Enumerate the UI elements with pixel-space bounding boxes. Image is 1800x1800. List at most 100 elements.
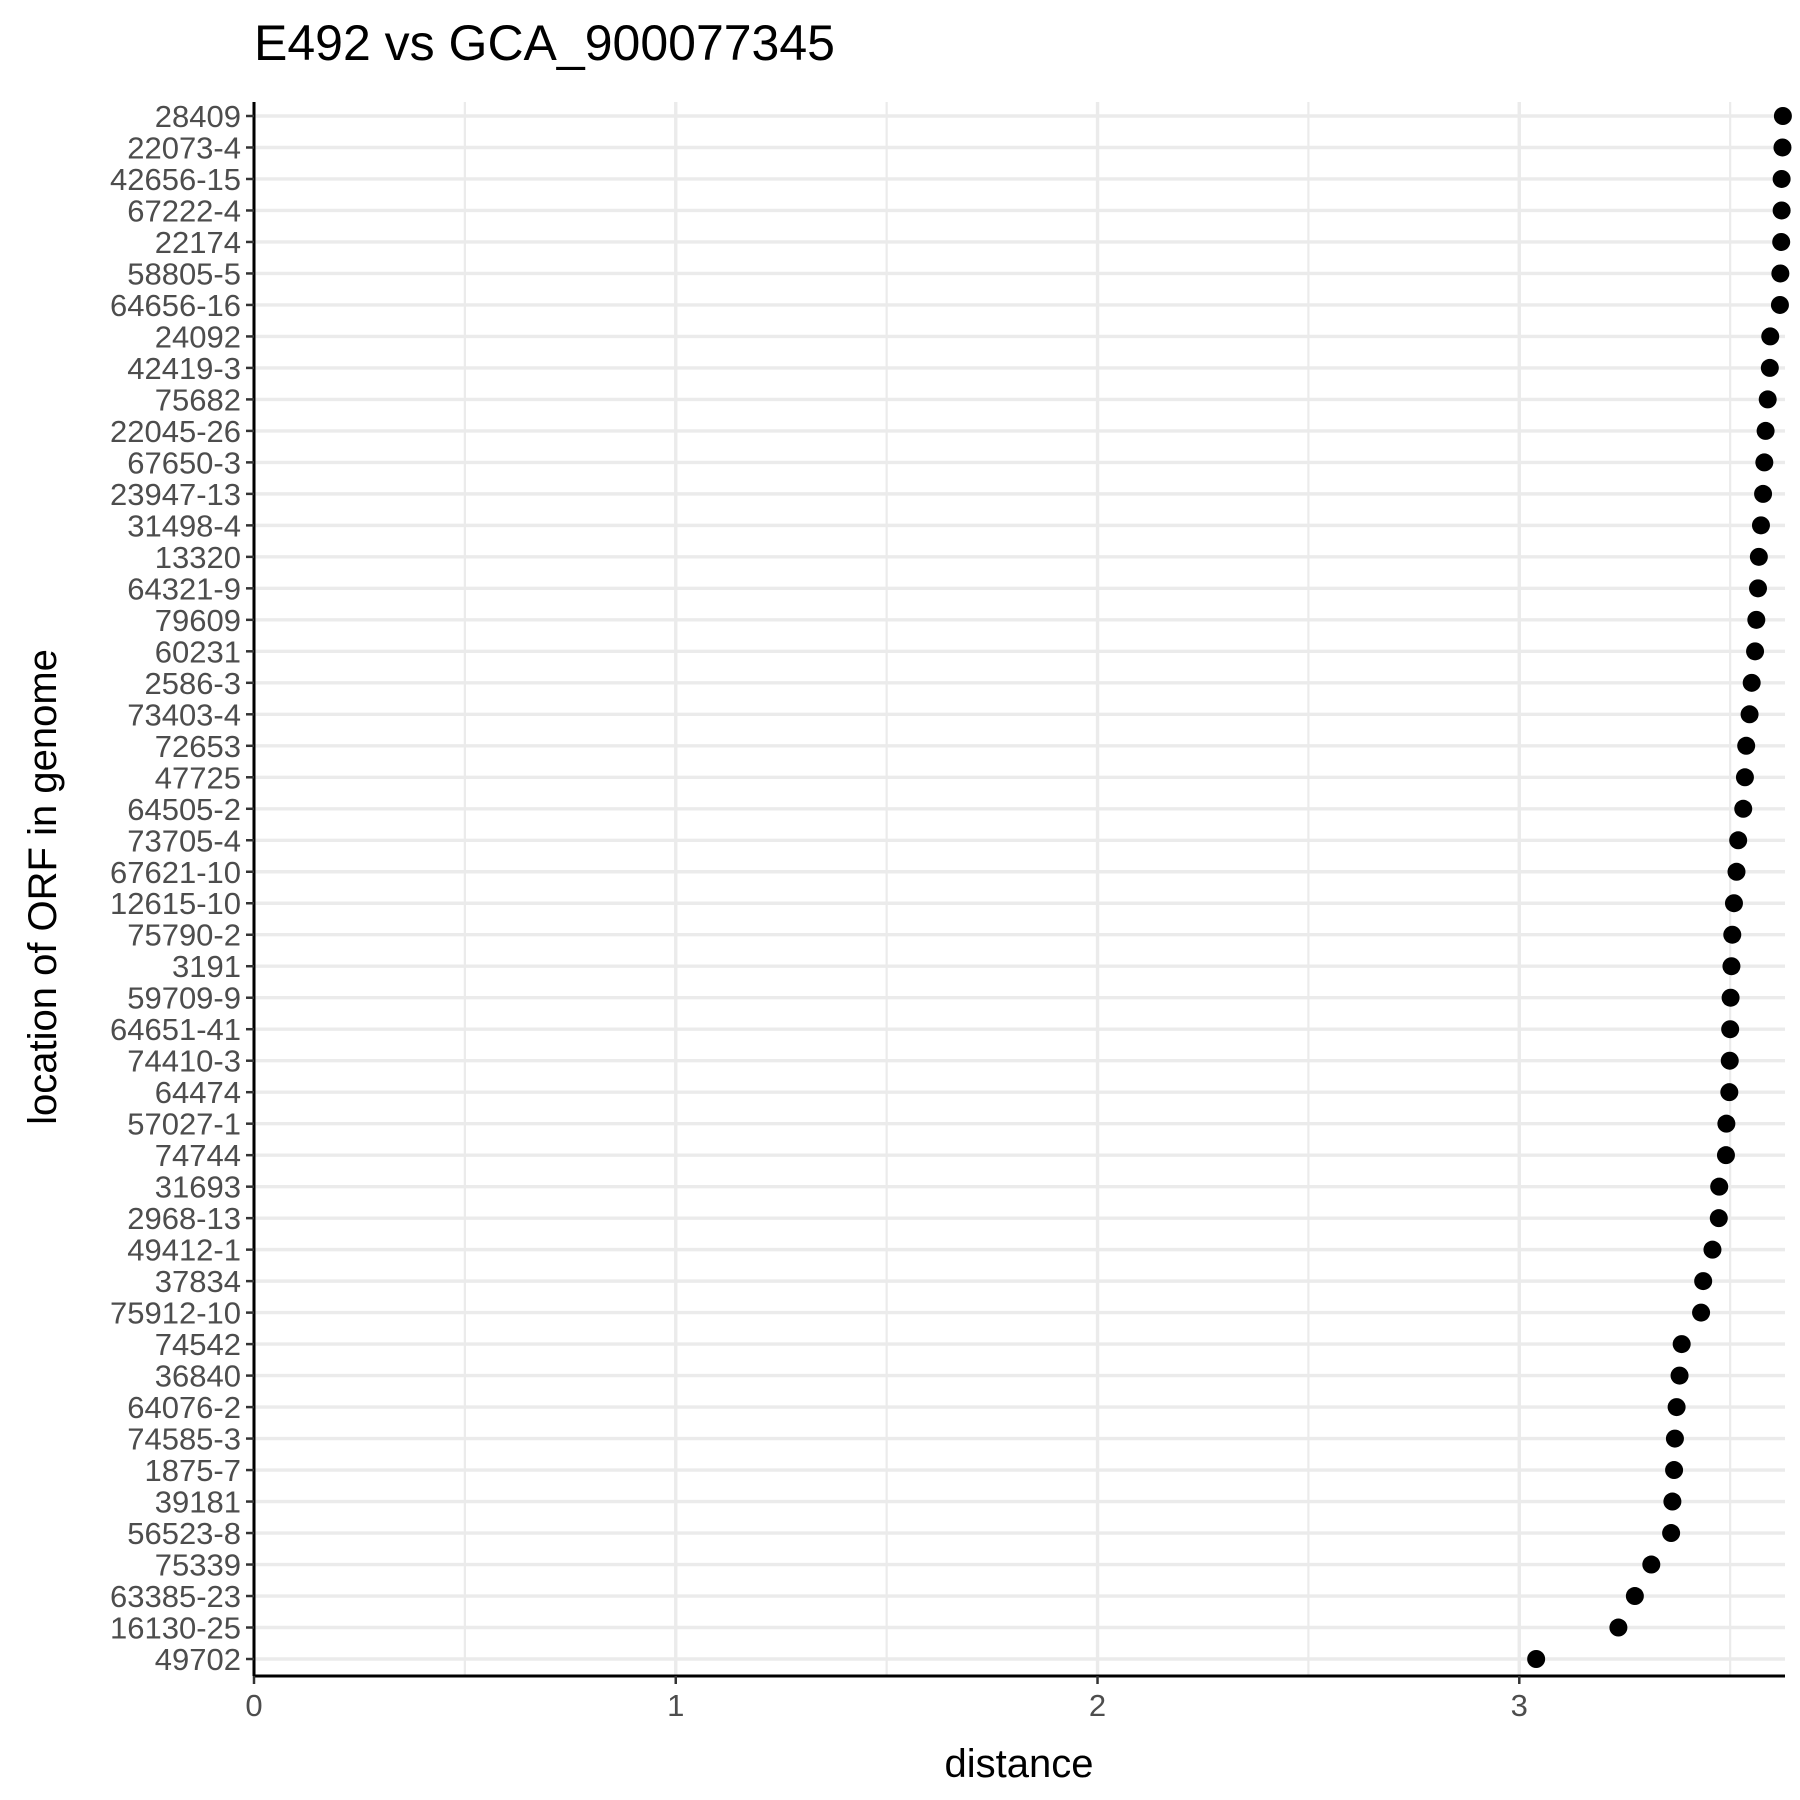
y-tick-label: 64656-16 [110, 288, 241, 323]
data-point [1720, 1051, 1739, 1070]
data-point [1723, 925, 1742, 944]
y-tick-label: 75682 [155, 382, 241, 417]
y-tick-label: 64651-41 [110, 1012, 241, 1047]
data-point [1756, 421, 1775, 440]
y-tick-label: 22073-4 [127, 130, 241, 165]
y-tick-label: 31693 [155, 1170, 241, 1205]
data-points [1527, 107, 1792, 1668]
y-tick-label: 56523-8 [127, 1516, 241, 1551]
y-tick-label: 47725 [155, 760, 241, 795]
data-point [1734, 799, 1753, 818]
data-point [1737, 736, 1756, 755]
data-point [1754, 484, 1773, 503]
y-tick-label: 37834 [155, 1264, 241, 1299]
data-point [1772, 201, 1791, 220]
data-point [1770, 295, 1789, 314]
y-tick-label: 24092 [155, 319, 241, 354]
y-tick-label: 12615-10 [110, 886, 241, 921]
data-point [1694, 1272, 1713, 1291]
data-point [1642, 1555, 1661, 1574]
data-point [1609, 1618, 1628, 1637]
y-tick-label: 58805-5 [127, 256, 241, 291]
y-tick-label: 64474 [155, 1075, 241, 1110]
data-point [1721, 988, 1740, 1007]
x-tick-label: 3 [1511, 1688, 1528, 1723]
data-point [1773, 138, 1792, 157]
y-tick-label: 64505-2 [127, 792, 241, 827]
y-tick-label: 79609 [155, 603, 241, 638]
data-point [1740, 705, 1759, 724]
data-point [1665, 1461, 1684, 1480]
y-tick-label: 73403-4 [127, 697, 241, 732]
data-point [1720, 1083, 1739, 1102]
y-tick-label: 60231 [155, 634, 241, 669]
y-tick-label: 42656-15 [110, 162, 241, 197]
y-axis: 2840922073-442656-1567222-42217458805-56… [110, 99, 256, 1677]
y-tick-label: 28409 [155, 99, 241, 134]
data-point [1724, 894, 1743, 913]
y-tick-label: 2968-13 [127, 1201, 241, 1236]
y-tick-label: 42419-3 [127, 351, 241, 386]
y-tick-label: 64321-9 [127, 571, 241, 606]
data-point [1772, 169, 1791, 188]
data-point [1761, 327, 1780, 346]
y-tick-label: 49702 [155, 1642, 241, 1677]
x-axis-title: distance [945, 1742, 1094, 1786]
y-tick-label: 22174 [155, 225, 241, 260]
data-point [1717, 1114, 1736, 1133]
data-point [1755, 453, 1774, 472]
data-point [1746, 642, 1765, 661]
data-point [1749, 579, 1768, 598]
y-tick-label: 63385-23 [110, 1579, 241, 1614]
y-tick-label: 57027-1 [127, 1107, 241, 1142]
data-point [1527, 1650, 1546, 1668]
y-tick-label: 74542 [155, 1327, 241, 1362]
y-tick-label: 23947-13 [110, 477, 241, 512]
data-point [1771, 264, 1790, 283]
data-point [1742, 673, 1761, 692]
y-tick-label: 67650-3 [127, 445, 241, 480]
y-tick-label: 49412-1 [127, 1233, 241, 1268]
data-point [1625, 1587, 1644, 1606]
data-point [1662, 1524, 1681, 1543]
x-tick-label: 0 [245, 1688, 262, 1723]
data-point [1721, 1020, 1740, 1039]
y-tick-label: 31498-4 [127, 508, 241, 543]
data-point [1773, 107, 1792, 125]
y-tick-label: 39181 [155, 1485, 241, 1520]
y-tick-label: 74744 [155, 1138, 241, 1173]
y-tick-label: 1875-7 [144, 1453, 241, 1488]
data-point [1667, 1398, 1686, 1417]
y-tick-label: 72653 [155, 729, 241, 764]
data-point [1663, 1492, 1682, 1511]
y-tick-label: 16130-25 [110, 1611, 241, 1646]
data-point [1758, 390, 1777, 409]
data-point [1772, 232, 1791, 251]
y-tick-label: 75790-2 [127, 918, 241, 953]
data-point [1749, 547, 1768, 566]
data-point [1710, 1177, 1729, 1196]
y-tick-label: 73705-4 [127, 823, 241, 858]
data-point [1729, 831, 1748, 850]
data-point [1670, 1366, 1689, 1385]
y-tick-label: 74585-3 [127, 1422, 241, 1457]
y-tick-label: 59709-9 [127, 981, 241, 1016]
y-tick-label: 13320 [155, 540, 241, 575]
y-tick-label: 2586-3 [144, 666, 241, 701]
y-tick-label: 3191 [172, 949, 241, 984]
data-point [1735, 768, 1754, 787]
data-point [1760, 358, 1779, 377]
y-tick-label: 67222-4 [127, 193, 241, 228]
data-point [1692, 1303, 1711, 1322]
y-tick-label: 22045-26 [110, 414, 241, 449]
y-tick-label: 75339 [155, 1548, 241, 1583]
data-point [1716, 1146, 1735, 1165]
y-tick-label: 74410-3 [127, 1044, 241, 1079]
x-tick-label: 2 [1089, 1688, 1106, 1723]
y-tick-label: 67621-10 [110, 855, 241, 890]
data-point [1672, 1335, 1691, 1354]
data-point [1722, 957, 1741, 976]
y-tick-label: 75912-10 [110, 1296, 241, 1331]
y-axis-title: location of ORF in genome [21, 649, 65, 1125]
